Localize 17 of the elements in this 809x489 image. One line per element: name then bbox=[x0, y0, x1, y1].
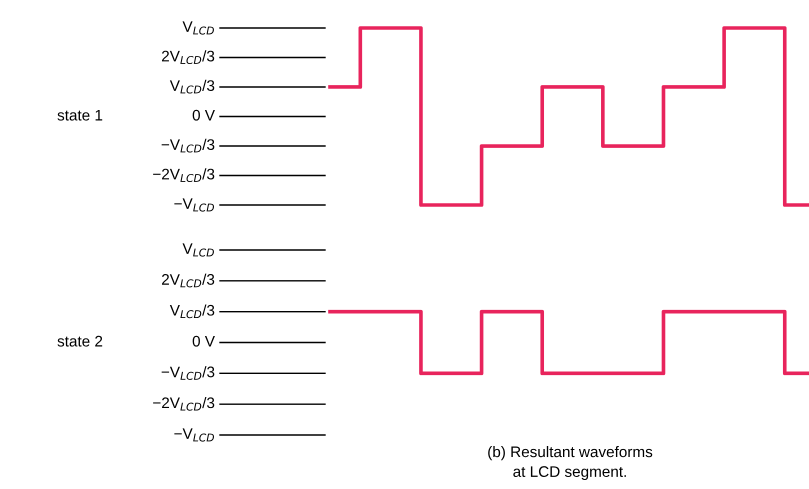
text: 2V$_{LCD}$/3 bbox=[162, 50, 214, 64]
y-axis-title: state 2 bbox=[57, 336, 102, 347]
y-axis-title: state 1 bbox=[57, 110, 102, 121]
text: 0 V bbox=[192, 336, 215, 347]
text: V$_{LCD}$ bbox=[182, 21, 214, 35]
text: −V$_{LCD}$/3 bbox=[162, 366, 214, 380]
text: 0 V bbox=[192, 110, 215, 121]
text: −2V$_{LCD}$/3 bbox=[153, 168, 214, 182]
text: (b) Resultant waveforms at LCD segment. bbox=[488, 446, 652, 480]
text: −V$_{LCD}$ bbox=[174, 428, 214, 442]
text: −2V$_{LCD}$/3 bbox=[153, 396, 214, 411]
text: V$_{LCD}$/3 bbox=[170, 304, 214, 318]
text: −V$_{LCD}$/3 bbox=[162, 138, 214, 153]
text: 2V$_{LCD}$/3 bbox=[162, 274, 214, 288]
text: −V$_{LCD}$ bbox=[174, 198, 214, 212]
text: V$_{LCD}$ bbox=[182, 243, 214, 257]
text: V$_{LCD}$/3 bbox=[170, 80, 214, 94]
